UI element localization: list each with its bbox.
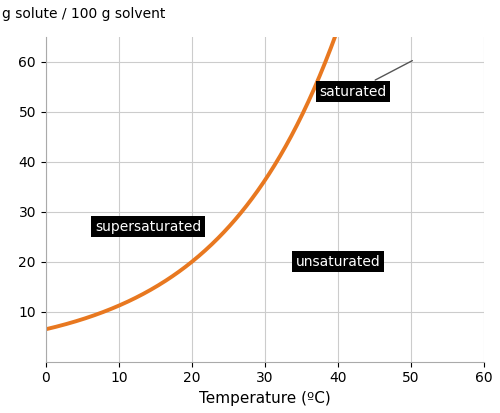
Text: supersaturated: supersaturated: [95, 220, 201, 234]
Text: saturated: saturated: [319, 61, 412, 99]
Text: g solute / 100 g solvent: g solute / 100 g solvent: [2, 7, 165, 21]
Text: unsaturated: unsaturated: [296, 255, 380, 269]
X-axis label: Temperature (ºC): Temperature (ºC): [199, 391, 331, 406]
